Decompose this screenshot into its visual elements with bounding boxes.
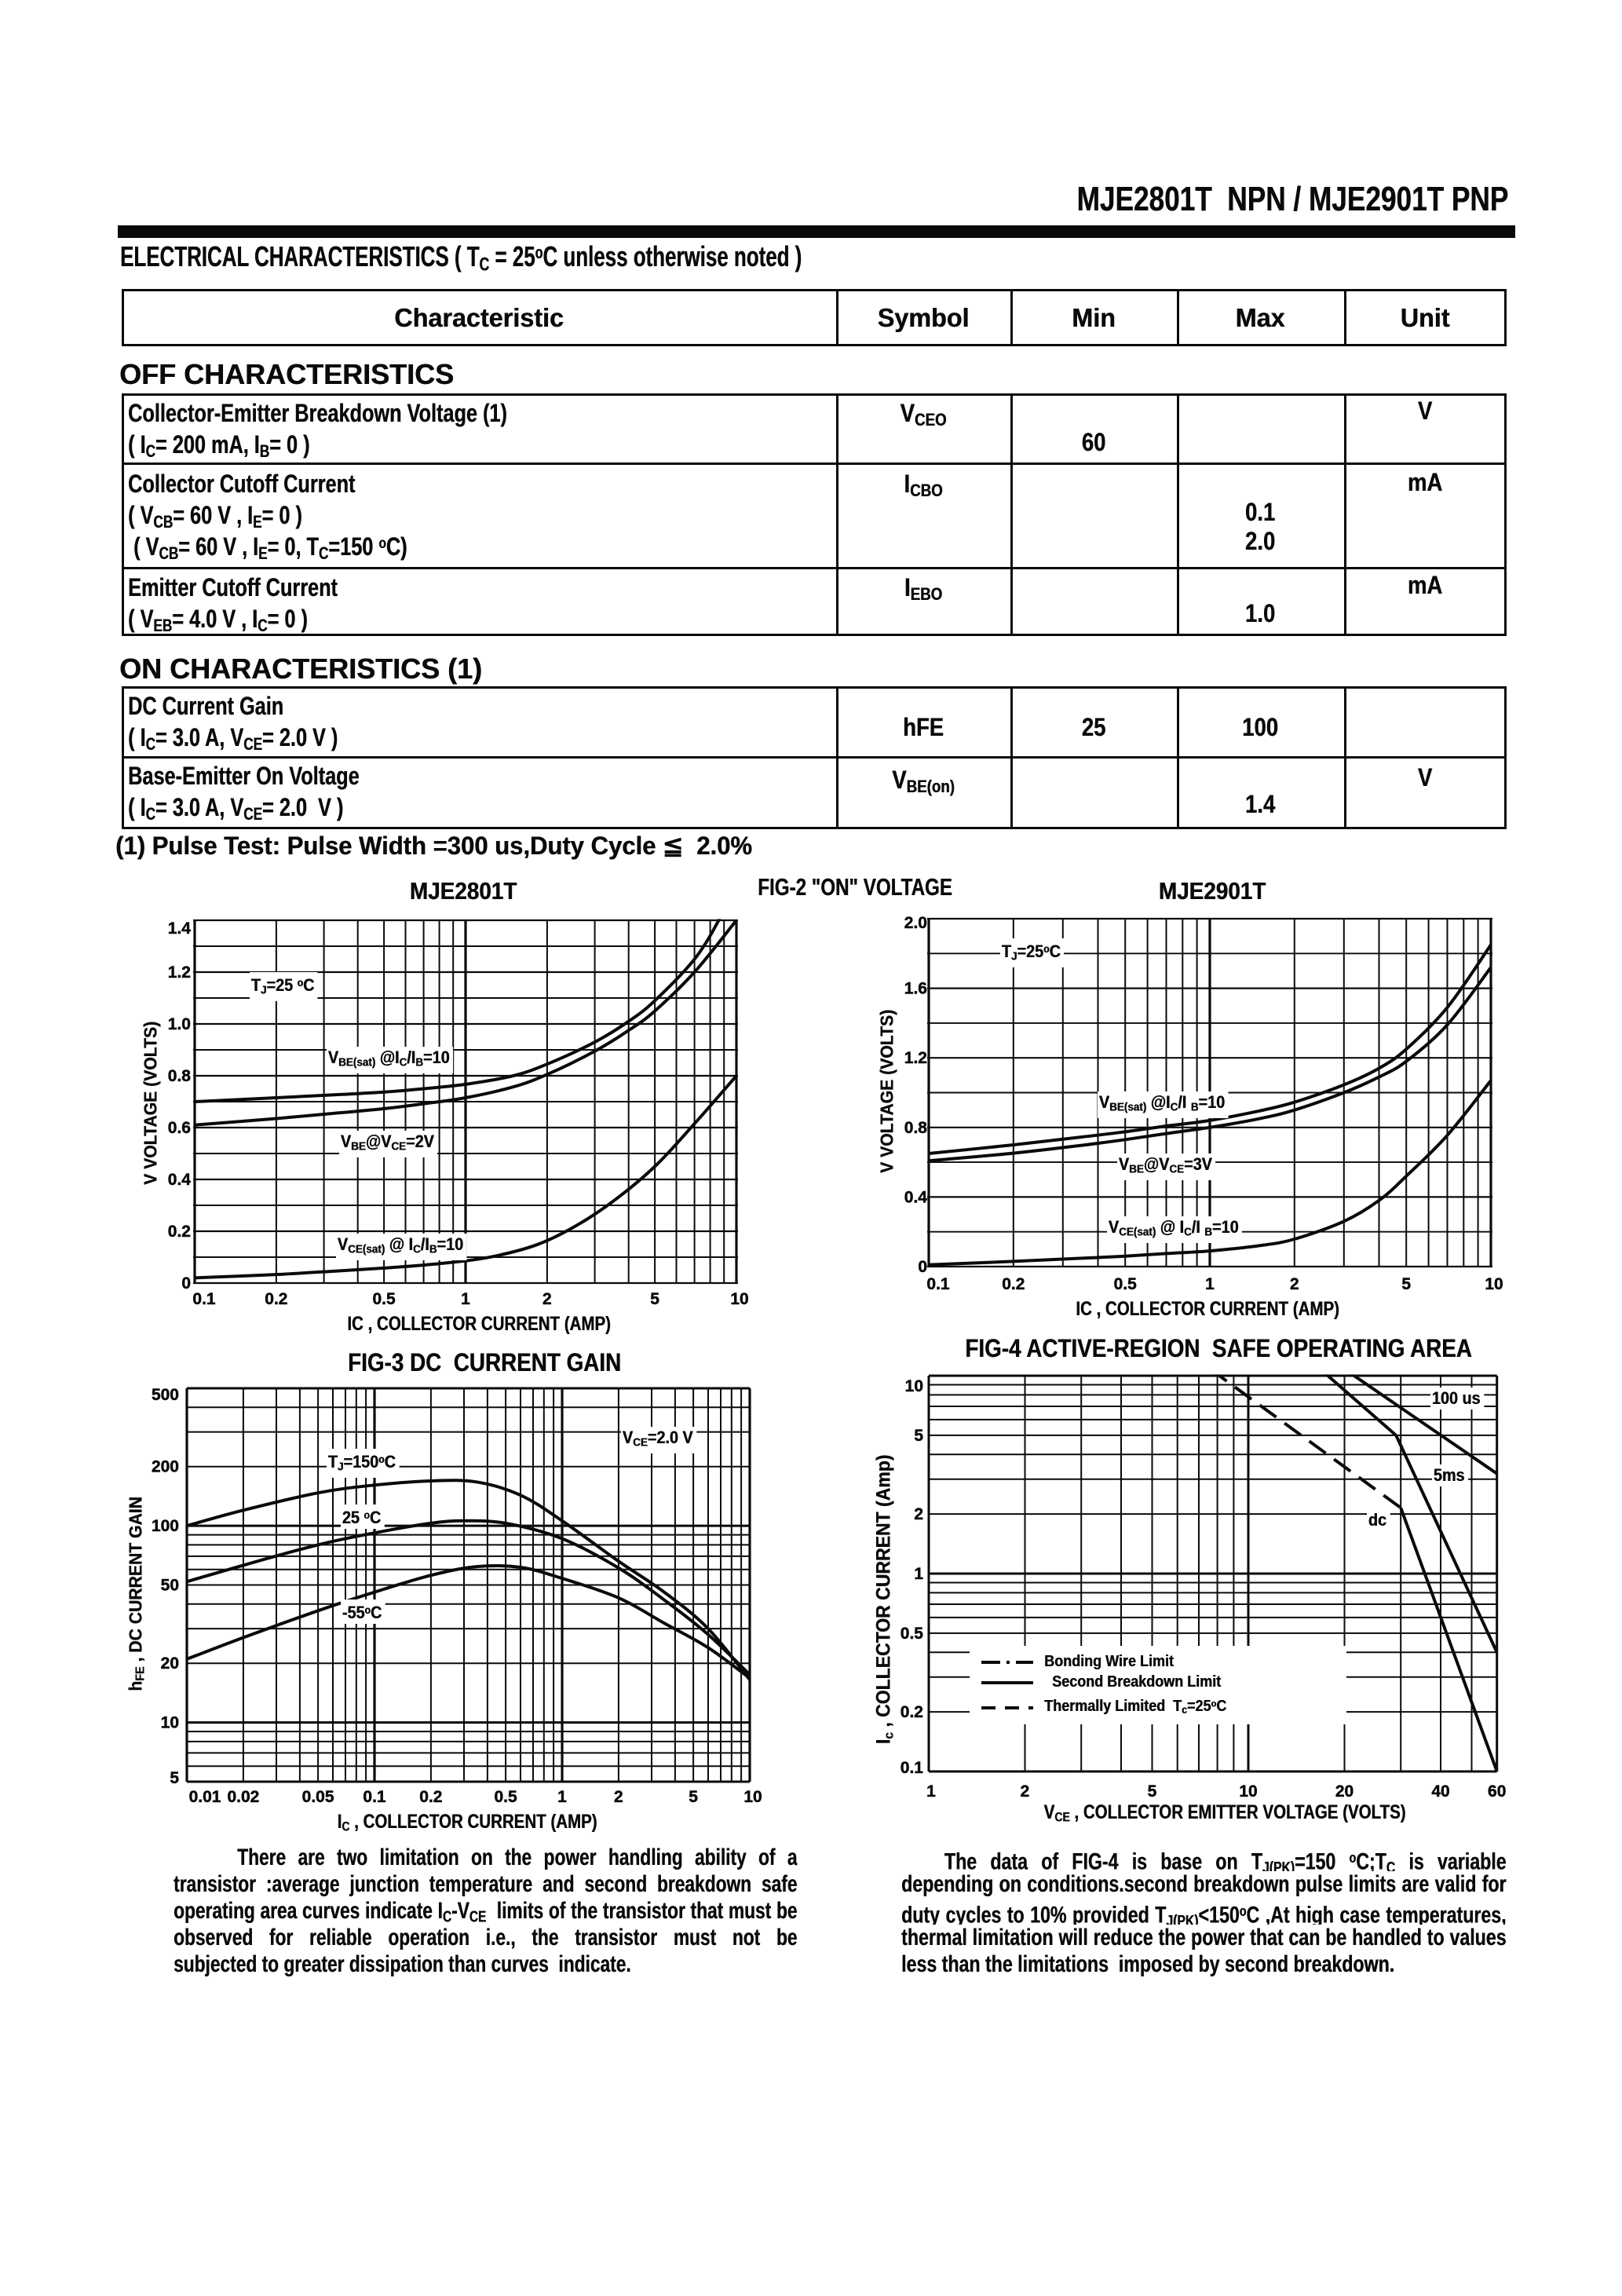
svg-text:0.8: 0.8	[904, 1119, 928, 1137]
svg-text:10: 10	[905, 1377, 923, 1395]
svg-text:2.0: 2.0	[904, 914, 927, 932]
svg-text:5: 5	[689, 1788, 698, 1806]
svg-text:0.2: 0.2	[419, 1788, 442, 1806]
svg-text:1: 1	[1205, 1275, 1215, 1293]
svg-text:1.0: 1.0	[168, 1015, 191, 1033]
svg-text:0.1: 0.1	[926, 1275, 950, 1293]
svg-text:5: 5	[170, 1769, 179, 1787]
svg-text:0.5: 0.5	[1114, 1275, 1138, 1293]
svg-text:60: 60	[1488, 1782, 1506, 1801]
svg-text:10: 10	[1485, 1275, 1503, 1293]
svg-text:0.1: 0.1	[192, 1290, 216, 1308]
svg-text:0: 0	[918, 1258, 927, 1276]
svg-text:1.2: 1.2	[904, 1049, 927, 1067]
svg-text:1: 1	[461, 1290, 470, 1308]
svg-text:40: 40	[1431, 1782, 1449, 1801]
svg-text:1.2: 1.2	[168, 963, 191, 982]
svg-text:10: 10	[730, 1290, 748, 1308]
svg-text:0.5: 0.5	[372, 1290, 396, 1308]
svg-text:100: 100	[152, 1517, 179, 1535]
svg-text:2: 2	[614, 1788, 623, 1806]
svg-text:2: 2	[1290, 1275, 1299, 1293]
svg-text:2: 2	[1021, 1782, 1030, 1801]
svg-text:0.05: 0.05	[302, 1788, 334, 1806]
svg-text:20: 20	[161, 1654, 179, 1673]
svg-text:0.4: 0.4	[168, 1171, 192, 1189]
svg-text:1: 1	[557, 1788, 567, 1806]
svg-text:500: 500	[152, 1386, 179, 1404]
svg-text:5: 5	[1401, 1275, 1411, 1293]
svg-text:2: 2	[542, 1290, 552, 1308]
svg-text:10: 10	[743, 1788, 762, 1806]
svg-text:0.2: 0.2	[265, 1290, 287, 1308]
svg-text:1: 1	[926, 1782, 936, 1801]
svg-text:1.6: 1.6	[904, 980, 927, 998]
svg-text:0.2: 0.2	[1002, 1275, 1025, 1293]
svg-text:200: 200	[152, 1458, 179, 1476]
svg-text:0.2: 0.2	[168, 1223, 191, 1241]
svg-text:0.4: 0.4	[904, 1188, 928, 1206]
svg-text:0.5: 0.5	[901, 1625, 924, 1643]
svg-text:1: 1	[914, 1565, 923, 1583]
svg-text:5: 5	[914, 1427, 923, 1445]
svg-text:0.1: 0.1	[901, 1759, 924, 1777]
svg-text:0.1: 0.1	[363, 1788, 386, 1806]
svg-text:10: 10	[161, 1714, 179, 1732]
svg-text:0: 0	[181, 1274, 191, 1292]
svg-text:0.02: 0.02	[227, 1788, 259, 1806]
svg-text:5: 5	[650, 1290, 659, 1308]
svg-text:20: 20	[1335, 1782, 1353, 1801]
svg-text:0.01: 0.01	[189, 1788, 221, 1806]
svg-text:50: 50	[161, 1577, 179, 1595]
svg-text:2: 2	[914, 1505, 923, 1523]
svg-text:0.8: 0.8	[168, 1067, 192, 1085]
svg-text:0.6: 0.6	[168, 1119, 191, 1137]
svg-text:0.5: 0.5	[494, 1788, 517, 1806]
svg-text:0.2: 0.2	[901, 1703, 923, 1721]
svg-text:5: 5	[1148, 1782, 1157, 1801]
svg-text:10: 10	[1239, 1782, 1257, 1801]
svg-text:1.4: 1.4	[168, 919, 192, 938]
